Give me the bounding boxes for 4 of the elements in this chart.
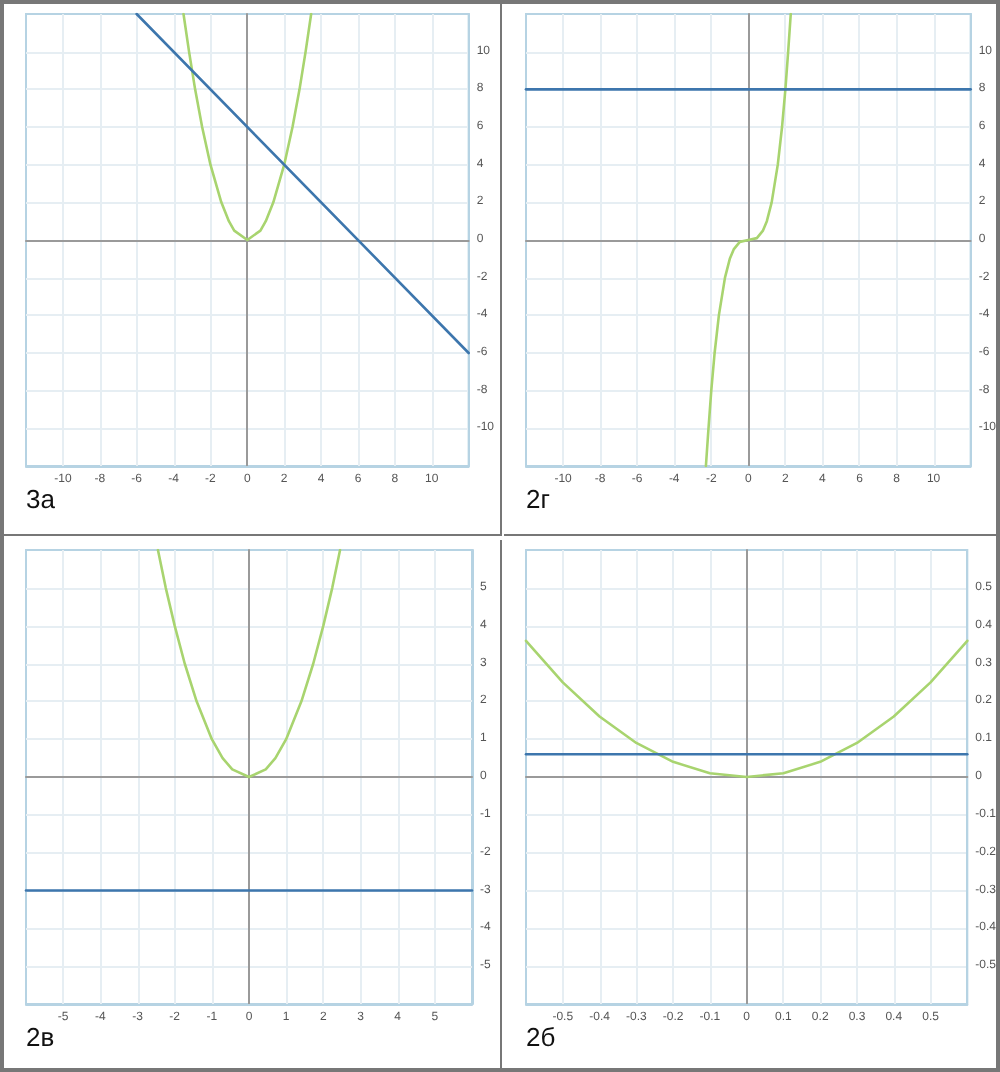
text: 2б [526, 1022, 556, 1052]
text: 3а [26, 484, 57, 514]
text: 2в [26, 1022, 55, 1052]
text: 2г [526, 484, 551, 514]
